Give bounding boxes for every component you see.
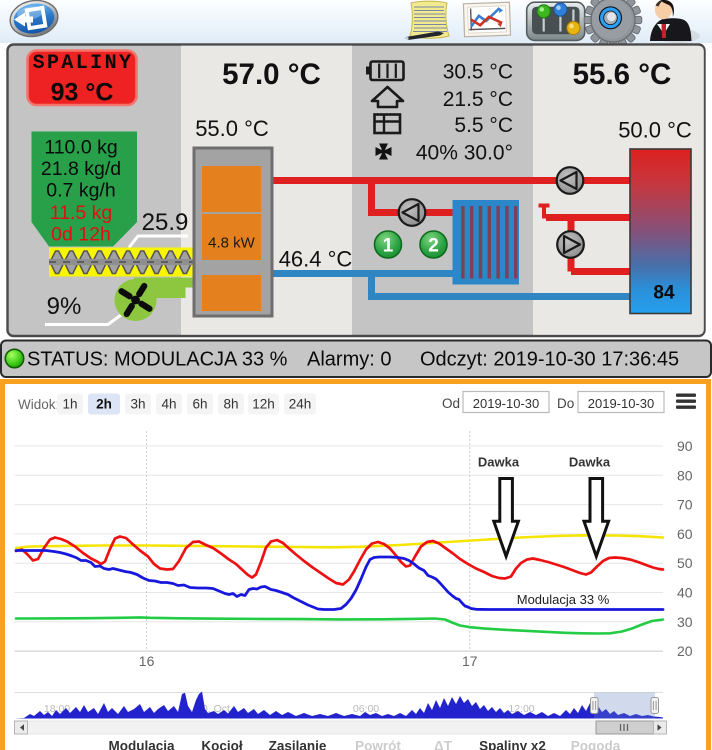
svg-text:Modulacja: Modulacja (108, 739, 175, 750)
svg-text:57.0 °C: 57.0 °C (222, 58, 321, 91)
svg-text:2019-10-30: 2019-10-30 (588, 396, 655, 411)
svg-text:30: 30 (677, 614, 693, 630)
svg-text:0d 12h: 0d 12h (51, 224, 111, 246)
svg-text:9%: 9% (47, 293, 82, 320)
svg-text:Widok:: Widok: (18, 397, 59, 412)
svg-text:11.5 kg: 11.5 kg (50, 202, 113, 224)
svg-text:60: 60 (677, 526, 693, 542)
svg-text:Alarmy: 0: Alarmy: 0 (307, 349, 391, 371)
svg-text:30.5 °C: 30.5 °C (443, 61, 513, 84)
svg-text:55.6 °C: 55.6 °C (573, 58, 672, 91)
svg-text:21.8 kg/d: 21.8 kg/d (41, 158, 121, 180)
svg-text:4.8 kW: 4.8 kW (208, 235, 256, 252)
svg-text:Modulacja 33 %: Modulacja 33 % (517, 592, 610, 607)
svg-text:4h: 4h (161, 397, 176, 412)
svg-text:5.5 °C: 5.5 °C (454, 114, 513, 137)
svg-text:Spaliny x2: Spaliny x2 (479, 739, 546, 750)
svg-text:Powrót: Powrót (355, 739, 401, 750)
svg-text:84: 84 (653, 283, 675, 304)
svg-text:25.9: 25.9 (142, 209, 189, 236)
svg-text:3h: 3h (130, 397, 145, 412)
svg-text:50: 50 (677, 555, 693, 571)
svg-text:46.4 °C: 46.4 °C (279, 247, 353, 272)
svg-text:2019-10-30: 2019-10-30 (473, 396, 540, 411)
svg-text:Pogoda: Pogoda (571, 739, 621, 750)
svg-text:0.7 kg/h: 0.7 kg/h (46, 180, 115, 202)
svg-text:8h: 8h (223, 397, 238, 412)
svg-text:80: 80 (677, 467, 693, 483)
svg-text:110.0 kg: 110.0 kg (44, 137, 117, 159)
svg-text:06:00: 06:00 (353, 703, 379, 715)
svg-text:93 °C: 93 °C (51, 79, 114, 107)
svg-text:Do: Do (557, 396, 574, 411)
svg-text:50.0 °C: 50.0 °C (618, 118, 692, 143)
svg-text:Od: Od (442, 396, 460, 411)
svg-text:17: 17 (462, 653, 478, 669)
svg-text:Zasilanie: Zasilanie (269, 739, 327, 750)
svg-text:40: 40 (677, 585, 693, 601)
svg-text:1h: 1h (62, 397, 77, 412)
svg-text:40% 30.0°: 40% 30.0° (416, 142, 513, 165)
svg-text:12h: 12h (252, 397, 275, 412)
svg-text:21.5 °C: 21.5 °C (443, 88, 513, 111)
svg-text:Odczyt: 2019-10-30 17:36:45: Odczyt: 2019-10-30 17:36:45 (420, 349, 679, 371)
svg-text:Kocioł: Kocioł (201, 739, 243, 750)
svg-text:55.0 °C: 55.0 °C (195, 116, 269, 141)
svg-text:SPALINY: SPALINY (33, 52, 134, 75)
svg-text:90: 90 (677, 438, 693, 454)
svg-text:2h: 2h (96, 397, 112, 412)
svg-text:70: 70 (677, 497, 693, 513)
svg-text:1: 1 (383, 236, 394, 257)
svg-text:Dawka: Dawka (569, 455, 611, 470)
svg-text:20: 20 (677, 643, 693, 659)
svg-text:ΔT: ΔT (434, 739, 453, 750)
svg-text:16: 16 (139, 653, 155, 669)
svg-text:6h: 6h (192, 397, 207, 412)
svg-text:12:00: 12:00 (508, 703, 534, 715)
svg-text:Dawka: Dawka (478, 455, 520, 470)
svg-text:STATUS: MODULACJA 33 %: STATUS: MODULACJA 33 % (27, 349, 288, 371)
svg-text:2: 2 (428, 236, 439, 257)
svg-text:24h: 24h (289, 397, 312, 412)
